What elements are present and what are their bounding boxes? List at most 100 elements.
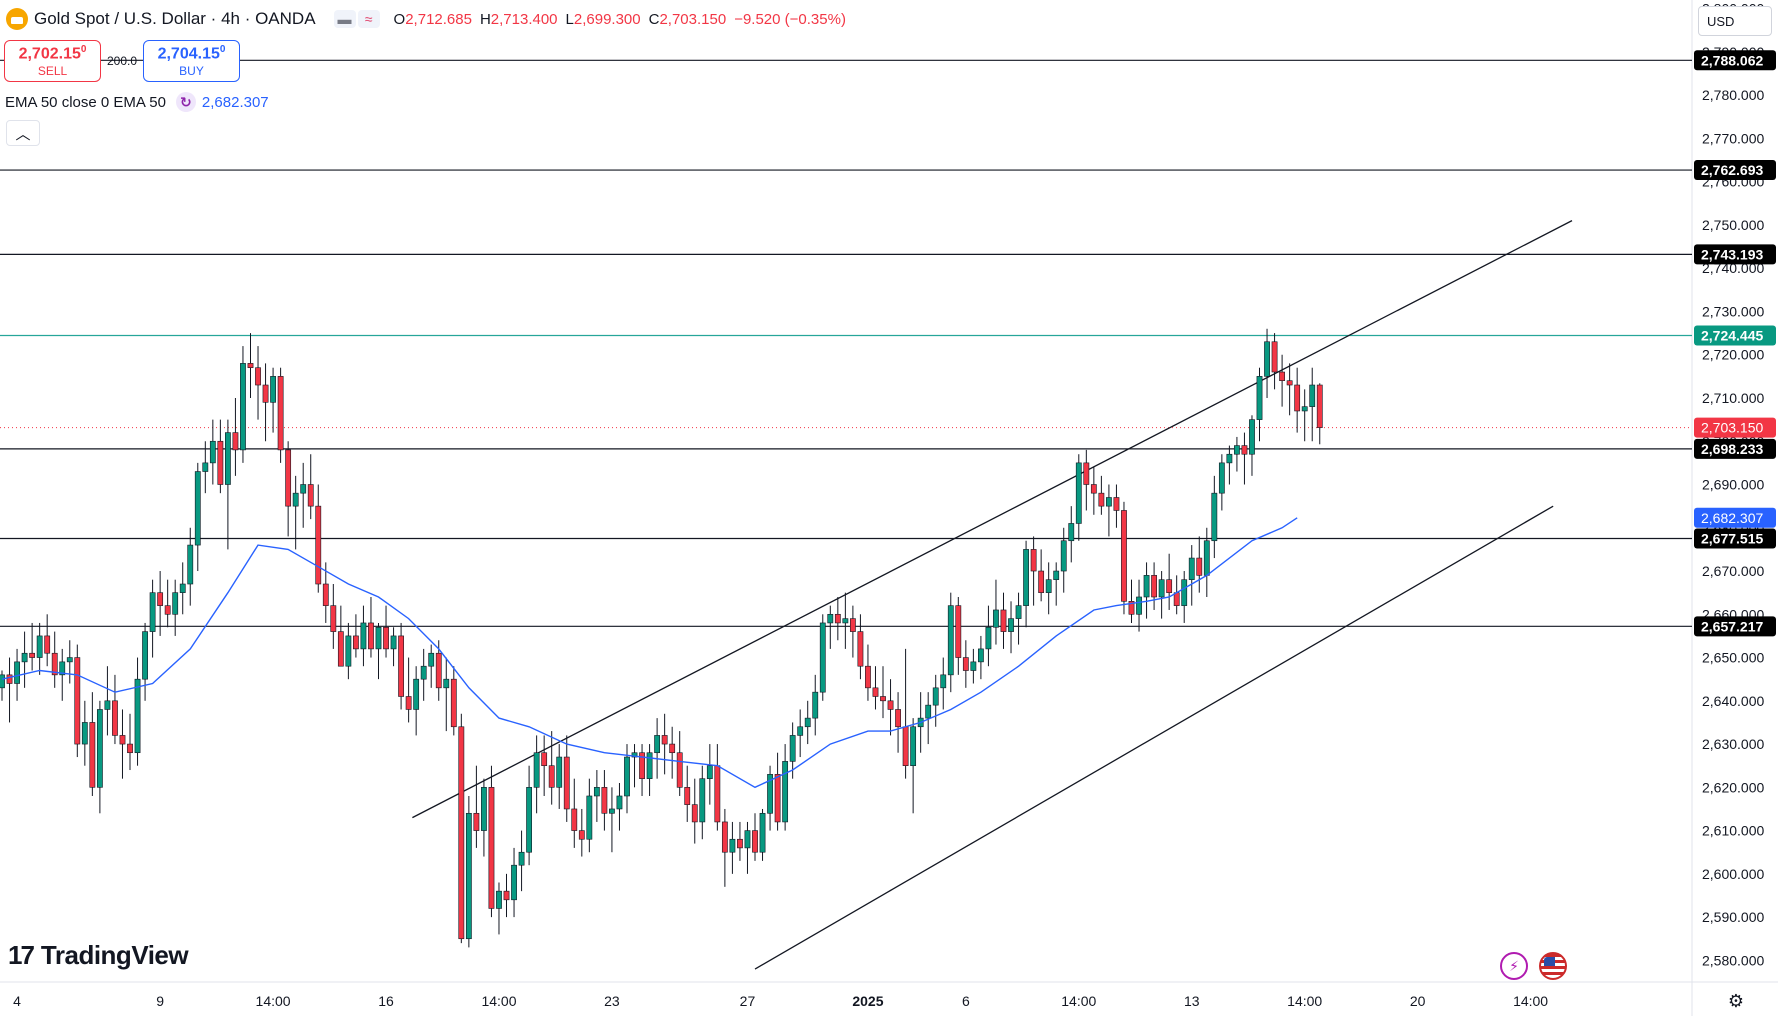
candle-body [1151, 575, 1157, 598]
candle-body [887, 700, 894, 710]
candle-body [1188, 557, 1195, 580]
collapse-legend-button[interactable]: ︿ [6, 120, 40, 146]
horizontal-level-tag [1694, 616, 1776, 637]
symbol-title[interactable]: Gold Spot / U.S. Dollar · 4h · OANDA [34, 9, 316, 28]
lightning-icon[interactable]: ⚡ [1500, 952, 1528, 980]
symbol-header: Gold Spot / U.S. Dollar · 4h · OANDA ▬ ≈… [0, 0, 846, 38]
gear-icon[interactable]: ⚙ [1727, 990, 1745, 1011]
candle-body [435, 652, 442, 689]
candle-body [571, 808, 578, 831]
sell-price-fraction: 0 [80, 43, 87, 55]
candle-body [526, 787, 532, 853]
high-label: H [479, 10, 491, 28]
candle-body [1181, 579, 1188, 606]
y-tick-label: 2,640.000 [1702, 693, 1764, 709]
y-tick-label: 2,600.000 [1702, 866, 1764, 882]
candle-body [1226, 453, 1233, 464]
candle-body [270, 376, 276, 403]
tradingview-logo[interactable]: 17 TradingView [8, 940, 189, 971]
candle-body [639, 752, 645, 779]
channel-line-lower [754, 505, 1554, 970]
compare-wave-icon[interactable]: ≈ [357, 10, 380, 28]
x-tick-label: 14:00 [256, 993, 291, 1009]
candle-body [51, 652, 58, 676]
tradingview-mark-icon: 17 [8, 940, 35, 970]
candle-body [255, 367, 261, 386]
candle-body [240, 363, 246, 451]
candle-body [398, 635, 404, 697]
close-value: 2,703.150 [659, 10, 727, 28]
ema-price-label: 2,682.307 [1701, 510, 1763, 526]
candle-body [1301, 406, 1308, 412]
us-flag-icon[interactable] [1539, 952, 1567, 980]
y-tick-label: 2,730.000 [1702, 303, 1764, 319]
candle-body [134, 678, 141, 754]
candle-body [661, 735, 668, 745]
candle-body [1211, 492, 1218, 542]
candle-body [872, 687, 879, 697]
candle-body [1030, 549, 1037, 572]
currency-value: USD [1707, 13, 1735, 29]
hide-indicators-icon[interactable]: ▬ [333, 10, 356, 28]
ema-value: 2,682.307 [201, 93, 269, 111]
candle-body [1294, 384, 1301, 412]
candle-body [1158, 579, 1165, 598]
buy-price-fraction: 0 [219, 43, 226, 55]
candle-body [895, 709, 901, 728]
candle-body [1000, 609, 1007, 632]
candle-body [970, 661, 977, 671]
open-label: O [393, 10, 406, 28]
y-tick-label: 2,780.000 [1702, 87, 1764, 103]
candle-body [330, 605, 337, 632]
horizontal-level-tag [1694, 50, 1776, 71]
candle-body [624, 756, 630, 797]
candle-body [127, 743, 133, 754]
y-tick-label: 2,580.000 [1702, 952, 1764, 968]
candle-body [96, 709, 103, 788]
candle-body [759, 812, 766, 853]
candle-body [1241, 445, 1248, 455]
candle-body [691, 804, 698, 823]
sell-button[interactable]: 2,702.150 SELL [4, 40, 101, 82]
x-tick-label: 14:00 [1513, 993, 1548, 1009]
candle-body [1166, 579, 1173, 593]
buy-button[interactable]: 2,704.150 BUY [143, 40, 240, 82]
candle-body [669, 743, 676, 754]
x-tick-label: 14:00 [1287, 993, 1322, 1009]
candle-body [112, 700, 118, 736]
candle-body [940, 674, 947, 689]
currency-select[interactable]: USD [1698, 6, 1772, 36]
candle-body [1113, 497, 1120, 511]
candle-body [473, 812, 480, 831]
candle-body [202, 462, 209, 472]
x-tick-label: 2025 [852, 993, 883, 1009]
ohlc-readout: O2,712.685 H2,713.400 L2,699.300 C2,703.… [394, 11, 846, 28]
candle-body [74, 657, 81, 745]
candle-body [774, 774, 781, 823]
candle-body [420, 665, 427, 680]
ema-legend[interactable]: EMA 50 close 0 EMA 50 ↻ 2,682.307 [5, 92, 269, 112]
candle-body [586, 795, 593, 840]
candle-body [593, 787, 600, 797]
chevron-up-icon: ︿ [15, 125, 31, 143]
candle-body [533, 752, 540, 788]
candle-body [827, 613, 834, 624]
candle-body [910, 726, 917, 767]
candle-body [631, 752, 638, 758]
candle-body [104, 700, 111, 710]
ema-price-tag [1694, 507, 1776, 528]
candle-body [1264, 341, 1270, 377]
candle-body [232, 432, 239, 451]
candle-body [752, 830, 758, 853]
candle-body [1279, 371, 1285, 381]
y-tick-label: 2,670.000 [1702, 563, 1764, 579]
candle-body [977, 648, 984, 663]
candle-body [375, 626, 382, 650]
candle-body [458, 726, 465, 940]
candle-body [1173, 592, 1180, 606]
y-tick-label: 2,610.000 [1702, 823, 1764, 839]
y-tick-label: 2,770.000 [1702, 130, 1764, 146]
refresh-icon[interactable]: ↻ [175, 92, 196, 112]
candle-body [797, 726, 804, 736]
